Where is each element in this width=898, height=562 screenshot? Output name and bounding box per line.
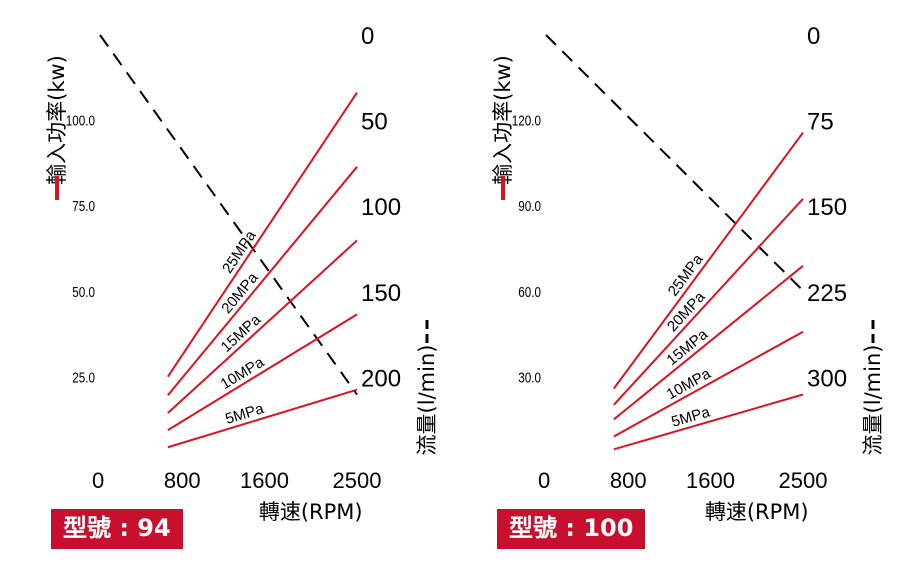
y-right-tick-label: 300 — [807, 365, 847, 392]
y-left-axis-title: 輸入功率(kw) — [491, 55, 515, 185]
flow-line — [545, 34, 804, 292]
model-badge-94: 型號 : 94 — [51, 509, 183, 549]
power-line-10mpa — [167, 313, 358, 431]
y-left-tick-label: 50.0 — [72, 283, 95, 300]
y-right-axis-title: 流量(l/min) — [415, 345, 439, 456]
y-left-tick-label: 120.0 — [512, 112, 541, 129]
y-left-tick-label: 100.0 — [66, 112, 95, 129]
flow-line — [99, 34, 358, 396]
x-tick-label: 1600 — [686, 468, 735, 493]
x-axis-title: 轉速(RPM) — [705, 500, 809, 524]
y-right-tick-label: 100 — [361, 194, 401, 221]
power-line-15mpa — [613, 265, 804, 421]
power-line-5mpa — [167, 388, 358, 449]
y-right-tick-label: 225 — [807, 280, 847, 307]
series-label-15mpa: 15MPa — [218, 311, 265, 356]
y-left-tick-label: 60.0 — [518, 283, 541, 300]
x-tick-label: 0 — [92, 468, 104, 493]
series-label-20mpa: 20MPa — [218, 269, 262, 317]
chart-1: 5MPa10MPa15MPa20MPa25MPa30.060.090.0120.… — [491, 23, 885, 524]
model-badge-100: 型號 : 100 — [497, 509, 646, 549]
y-right-tick-label: 0 — [807, 23, 820, 50]
series-label-15mpa: 15MPa — [663, 326, 711, 370]
power-line-5mpa — [613, 393, 804, 451]
y-right-tick-label: 150 — [807, 194, 847, 221]
x-tick-label: 800 — [610, 468, 647, 493]
y-right-axis-title: 流量(l/min) — [861, 345, 885, 456]
y-left-tick-label: 90.0 — [518, 198, 541, 215]
power-line-15mpa — [167, 239, 358, 414]
x-axis-title: 轉速(RPM) — [259, 500, 363, 524]
y-right-tick-label: 200 — [361, 365, 401, 392]
chart-0: 5MPa10MPa15MPa20MPa25MPa25.050.075.0100.… — [45, 23, 439, 524]
y-right-tick-label: 75 — [807, 109, 834, 136]
x-tick-label: 800 — [164, 468, 201, 493]
power-line-25mpa — [167, 91, 358, 378]
y-right-tick-label: 150 — [361, 280, 401, 307]
x-tick-label: 1600 — [240, 468, 289, 493]
y-left-axis-title: 輸入功率(kw) — [45, 55, 69, 185]
power-line-20mpa — [613, 198, 804, 406]
y-left-tick-label: 30.0 — [518, 369, 541, 386]
x-tick-label: 0 — [538, 468, 550, 493]
y-left-tick-label: 25.0 — [72, 369, 95, 386]
x-tick-label: 2500 — [333, 468, 382, 493]
power-line-10mpa — [613, 330, 804, 438]
y-left-tick-label: 75.0 — [72, 198, 95, 215]
power-line-20mpa — [167, 166, 358, 396]
x-tick-label: 2500 — [779, 468, 828, 493]
power-line-25mpa — [613, 131, 804, 390]
y-right-tick-label: 50 — [361, 109, 388, 136]
y-right-tick-label: 0 — [361, 23, 374, 50]
